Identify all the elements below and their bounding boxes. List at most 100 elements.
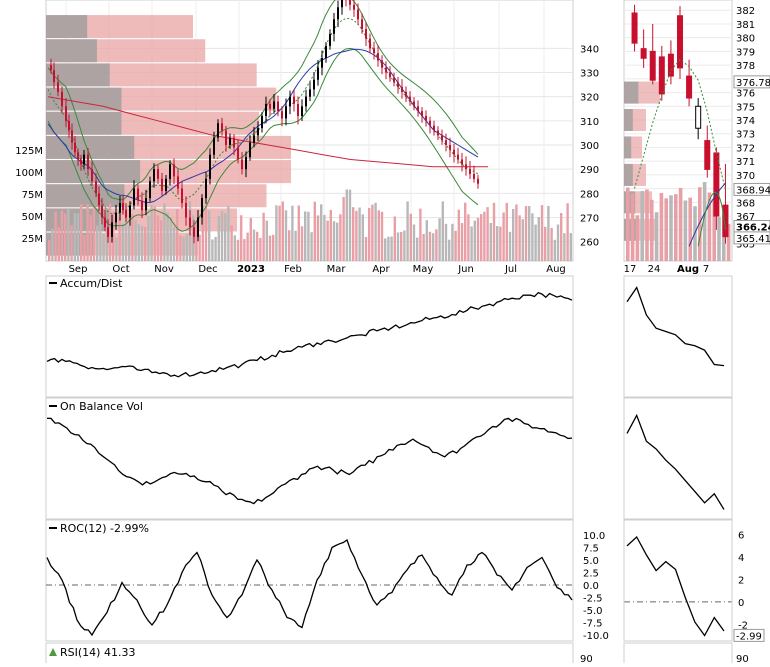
volume-bar	[48, 239, 51, 261]
zoom-y-tick-label: 379	[736, 47, 755, 58]
zoom-vbp-bar-gray	[624, 163, 633, 186]
price-candle-body	[229, 137, 231, 145]
volume-bar	[163, 203, 166, 261]
volume-bar	[502, 212, 505, 261]
volume-bar	[400, 232, 403, 261]
zoom-y-tick-label: 381	[736, 20, 755, 31]
price-candle-body	[161, 178, 163, 191]
volume-bar	[326, 220, 329, 261]
zoom-y-tick-label: 375	[736, 102, 755, 113]
volume-bar	[134, 219, 137, 261]
price-candle-body	[68, 120, 70, 131]
price-candle-body	[461, 159, 463, 165]
volume-bar	[291, 205, 294, 261]
volume-bar	[259, 237, 262, 261]
roc-y-tick-label: -5.0	[583, 606, 603, 617]
volume-bar	[307, 211, 310, 261]
price-candle-body	[173, 164, 175, 177]
zoom-roc-series	[626, 535, 725, 637]
volume-bar	[96, 225, 99, 261]
zoom-x-tick-label: 17	[624, 264, 637, 275]
price-candle-body	[71, 130, 73, 143]
zoom-roc-y-tick-label: 6	[738, 531, 744, 542]
zoom-y-tick-label: 382	[736, 6, 755, 17]
volume-bar	[464, 202, 467, 261]
price-candle-body	[373, 48, 375, 54]
price-candle-body	[369, 38, 371, 49]
main-x-tick-label: Jul	[504, 264, 517, 275]
price-candle-body	[125, 210, 127, 218]
price-candle-body	[50, 65, 52, 71]
zoom-volume-bar	[678, 187, 683, 261]
zoom-candle-body	[695, 105, 702, 129]
price-candle-body	[349, 0, 351, 5]
volume-bar	[480, 214, 483, 261]
price-candle-body	[477, 178, 479, 184]
volume-bar	[403, 230, 406, 261]
price-candle-body	[313, 79, 315, 90]
zoom-volume-bar	[640, 191, 644, 261]
volume-bar	[144, 227, 147, 261]
zoom-volume-bar	[650, 199, 654, 261]
zoom-panel: 3823813803793783773763753743733723713703…	[624, 4, 770, 642]
price-candle-body	[465, 164, 467, 170]
zoom-volume-bar	[630, 193, 635, 261]
volume-bar	[371, 204, 374, 261]
volume-bar	[416, 237, 419, 261]
price-candle-body	[165, 178, 167, 191]
volume-bar	[512, 208, 515, 261]
volume-bar	[92, 204, 96, 261]
vbp-bar-gray	[46, 63, 110, 87]
volume-bar	[147, 216, 150, 261]
zoom-volume-bar	[726, 223, 731, 261]
price-candle-body	[269, 103, 271, 109]
main-x-tick-label: Apr	[372, 264, 390, 275]
price-candle-body	[153, 169, 155, 182]
accum-dist-line	[46, 291, 573, 378]
price-candle-body	[253, 135, 255, 143]
obv-panel-frame	[45, 397, 574, 520]
price-candle-body	[441, 135, 443, 141]
price-candle-body	[205, 178, 207, 199]
volume-bar	[374, 202, 377, 261]
volume-bar	[473, 220, 476, 261]
volume-bar	[182, 236, 185, 261]
price-candle-body	[261, 116, 263, 129]
vbp-bar-gray	[46, 135, 135, 159]
volume-bar	[60, 210, 64, 261]
zoom-roc-y-tick-label: 0	[738, 598, 744, 609]
volume-bar	[412, 224, 416, 261]
volume-bar	[160, 220, 163, 261]
price-candle-body	[74, 142, 76, 153]
volume-bar	[153, 206, 156, 261]
volume-bar	[83, 235, 86, 261]
price-candle-body	[317, 67, 319, 80]
volume-bar	[214, 236, 217, 261]
bollinger-lower-line	[47, 47, 479, 232]
price-candle-body	[209, 154, 211, 179]
zoom-volume-bar	[635, 215, 640, 261]
volume-bar	[275, 205, 278, 261]
volume-bar	[345, 189, 348, 261]
price-candle-body	[333, 19, 335, 34]
main-x-tick-label: Oct	[112, 264, 129, 275]
zoom-volume-bar	[702, 182, 707, 261]
roc-line: 10.0 7.55.0 2.50.0 -2.5-5.0 -7.5-10.0	[46, 531, 609, 642]
obv-series	[46, 417, 573, 505]
price-candle-body	[449, 145, 451, 150]
volume-bar	[544, 226, 547, 261]
main-x-tick-label: May	[413, 264, 434, 275]
zoom-volume-bar	[654, 212, 659, 261]
roc-series	[46, 538, 573, 637]
zoom-candle-body	[649, 50, 656, 81]
price-candle-body	[201, 198, 203, 218]
roc-y-tick-label: -2.5	[583, 594, 603, 605]
main-y-tick-label: 260	[580, 238, 599, 249]
roc-y-tick-label: 5.0	[583, 556, 599, 567]
price-candle-body	[277, 101, 279, 112]
roc-y-tick-label: -10.0	[583, 631, 609, 642]
volume-bar	[112, 211, 115, 261]
price-candle-body	[237, 147, 239, 160]
zoom-y-tick-label: 365	[736, 240, 755, 251]
volume-bar	[227, 205, 230, 261]
